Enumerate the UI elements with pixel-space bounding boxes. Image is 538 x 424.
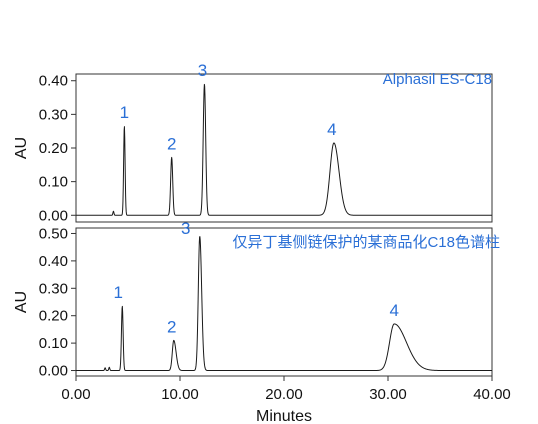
- peak-label-3: 3: [181, 219, 190, 238]
- y-tick-label: 0.30: [39, 280, 68, 297]
- plot-frame: [75, 73, 493, 223]
- peak-label-4: 4: [327, 120, 336, 139]
- y-tick-label: 0.20: [39, 308, 68, 325]
- y-tick-label: 0.20: [39, 140, 68, 157]
- x-tick-label: 10.00: [161, 386, 199, 403]
- column-name-annotation: Alphasil ES-C18: [383, 71, 492, 88]
- peak-label-2: 2: [167, 317, 176, 336]
- chromatogram-trace: [75, 83, 493, 216]
- y-axis-title: AU: [13, 137, 30, 159]
- x-tick-label: 0.00: [61, 386, 90, 403]
- y-tick-label: 0.40: [39, 73, 68, 90]
- x-tick-label: 30.00: [369, 386, 407, 403]
- x-tick-label: 20.00: [265, 386, 303, 403]
- y-tick-label: 0.10: [39, 174, 68, 191]
- peak-label-1: 1: [120, 103, 129, 122]
- y-tick-label: 0.10: [39, 335, 68, 352]
- x-axis-title: Minutes: [256, 408, 312, 424]
- peak-label-4: 4: [390, 301, 399, 320]
- chromatogram-trace: [75, 236, 493, 372]
- peak-label-1: 1: [114, 283, 123, 302]
- y-axis-title: AU: [13, 291, 30, 313]
- bottom-panel: 0.00 0.10 0.20 0.30 0.40 0.50 0.00 10.00 20.00 30…: [13, 219, 511, 424]
- y-tick-label: 0.00: [39, 207, 68, 224]
- y-tick-label: 0.50: [39, 225, 68, 242]
- top-panel: 0.00 0.10 0.20 0.30 0.40 AU 1 2 3 4 Alphasil ES-C1…: [13, 61, 493, 224]
- peak-label-2: 2: [167, 134, 176, 153]
- x-tick-label: 40.00: [473, 386, 511, 403]
- peak-label-3: 3: [198, 61, 207, 80]
- y-tick-label: 0.40: [39, 253, 68, 270]
- column-name-annotation: 仅异丁基侧链保护的某商品化C18色谱柱: [232, 234, 500, 251]
- y-tick-label: 0.30: [39, 106, 68, 123]
- y-tick-label: 0.00: [39, 363, 68, 380]
